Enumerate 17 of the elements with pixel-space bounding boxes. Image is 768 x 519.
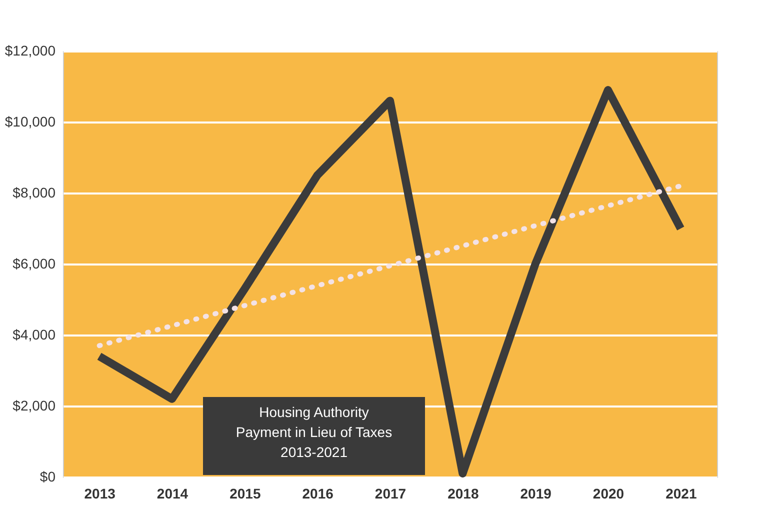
y-tick-label: $8,000 [12,184,56,200]
x-tick-label: 2018 [448,486,479,502]
y-tick-label: $2,000 [12,398,56,414]
x-tick-label: 2020 [592,486,624,502]
text: Housing Authority Payment in Lieu of Taxes 2013-2021 [236,404,392,460]
x-tick-label: 2016 [302,486,334,502]
x-tick-label: 2017 [374,486,406,502]
x-tick-label: 2013 [84,486,116,502]
x-tick-label: 2019 [520,486,552,502]
x-tick-label: 2021 [666,486,697,502]
y-tick-label: $12,000 [4,42,56,58]
y-tick-label: $0 [40,468,56,484]
y-tick-label: $6,000 [12,256,56,272]
x-tick-label: 2015 [230,486,261,502]
y-tick-label: $10,000 [4,114,56,130]
y-tick-label: $4,000 [12,326,56,342]
x-tick-label: 2014 [156,486,188,502]
